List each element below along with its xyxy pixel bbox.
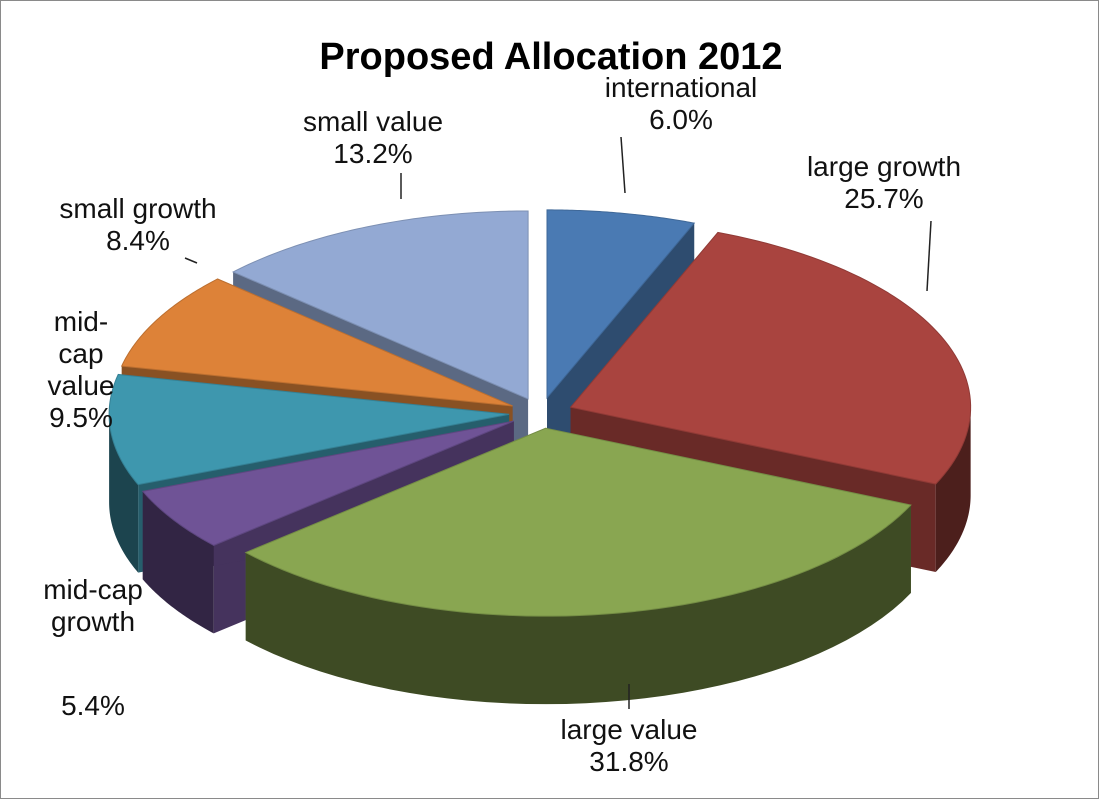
label-mid-cap-value-name-2: value [48, 370, 115, 401]
label-mid-cap-value-name-1: cap [58, 338, 103, 369]
label-large-growth-value: 25.7% [844, 183, 923, 214]
leader-lines [184, 136, 932, 709]
slice-small-growth [120, 278, 513, 407]
label-mid-cap-growth-value: 5.4% [61, 690, 125, 721]
leader-line-small-growth [184, 257, 198, 264]
slice-international [546, 209, 696, 400]
label-small-value-name-0: small value [303, 106, 443, 137]
label-large-value-value: 31.8% [589, 746, 668, 777]
label-small-value-value: 13.2% [333, 138, 412, 169]
slice-small-value [231, 210, 529, 400]
label-mid-cap-value-value: 9.5% [49, 402, 113, 433]
label-small-growth-value: 8.4% [106, 225, 170, 256]
slice-rim-large-value [245, 505, 911, 705]
label-small-growth-name-0: small growth [59, 193, 216, 224]
slice-wall-mid-cap-growth-1 [142, 421, 514, 580]
slice-tops [108, 209, 972, 617]
label-mid-cap-value-name-0: mid- [54, 306, 108, 337]
label-international-name-0: international [605, 72, 758, 103]
leader-line-large-growth [926, 220, 932, 292]
chart-title: Proposed Allocation 2012 [319, 36, 782, 78]
slice-rim-mid-cap-growth [142, 491, 214, 634]
slice-mid-cap-value [108, 373, 510, 486]
label-large-value-name-0: large value [561, 714, 698, 745]
label-large-growth-name-0: large growth [807, 151, 961, 182]
label-mid-cap-growth-name-1: growth [51, 606, 135, 637]
label-international-value: 6.0% [649, 104, 713, 135]
slice-large-growth [569, 231, 972, 485]
slice-rim-large-growth [935, 407, 971, 573]
leader-line-international [620, 136, 626, 194]
slice-rim-mid-cap-value [109, 414, 139, 573]
label-mid-cap-growth-name-0: mid-cap [43, 574, 143, 605]
slice-mid-cap-growth [141, 420, 514, 546]
slice-large-value [244, 427, 912, 617]
